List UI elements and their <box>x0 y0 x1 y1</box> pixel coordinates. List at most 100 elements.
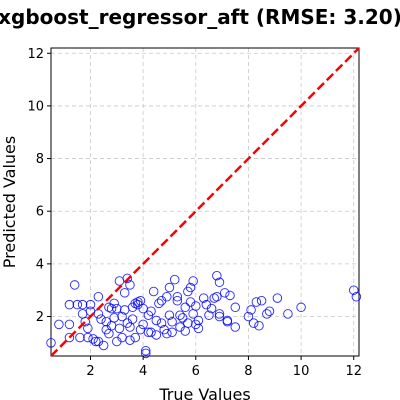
data-point <box>88 334 98 344</box>
data-point <box>46 338 56 348</box>
data-point <box>141 348 151 359</box>
data-point <box>114 276 125 286</box>
data-point <box>85 299 96 310</box>
y-tick-label: 4 <box>36 257 44 272</box>
data-point <box>214 277 225 288</box>
data-point <box>351 292 362 302</box>
data-point <box>64 332 75 343</box>
data-point <box>214 309 225 319</box>
data-point <box>64 319 75 330</box>
data-point <box>272 293 283 303</box>
data-point <box>127 314 138 324</box>
x-tick-label: 8 <box>244 364 252 379</box>
data-point <box>248 318 259 328</box>
data-point <box>262 309 272 319</box>
data-point <box>209 293 219 303</box>
data-point <box>69 280 80 290</box>
x-ticks: 2 4 6 8 10 12 <box>86 356 362 379</box>
data-point <box>193 315 204 326</box>
x-tick-label: 12 <box>345 364 362 379</box>
y-tick-label: 8 <box>36 152 44 167</box>
data-point <box>114 323 125 334</box>
data-point <box>91 336 101 347</box>
y-axis-label: Predicted Values <box>0 136 19 268</box>
data-point <box>83 323 93 334</box>
x-tick-label: 6 <box>192 364 200 379</box>
data-point <box>83 332 93 343</box>
data-point <box>162 328 172 339</box>
data-point <box>246 305 256 315</box>
data-point <box>264 306 275 316</box>
data-point <box>191 301 201 311</box>
data-point <box>172 295 183 306</box>
data-point <box>225 290 235 301</box>
data-points <box>46 270 362 359</box>
data-point <box>75 332 85 343</box>
data-point <box>156 318 167 328</box>
y-ticks: 2 4 6 8 10 12 <box>27 47 51 325</box>
plot-area-frame <box>50 47 360 357</box>
x-axis-label: True Values <box>158 385 250 400</box>
data-point <box>177 313 188 323</box>
data-point <box>193 323 204 334</box>
data-point <box>230 302 241 313</box>
data-point <box>154 298 164 309</box>
data-point <box>162 292 172 302</box>
data-point <box>256 295 267 306</box>
data-point <box>151 315 162 326</box>
data-point <box>175 310 185 320</box>
data-point <box>93 309 104 319</box>
data-point <box>151 330 162 340</box>
data-point <box>212 292 222 302</box>
data-point <box>125 335 135 345</box>
data-point <box>77 299 88 310</box>
data-point <box>130 298 140 309</box>
data-point <box>167 317 177 327</box>
x-tick-label: 4 <box>139 364 147 379</box>
data-point <box>54 319 64 330</box>
data-point <box>109 298 119 309</box>
data-point <box>348 285 359 295</box>
chart-title: xgboost_regressor_aft (RMSE: 3.20) <box>0 5 400 29</box>
data-point <box>148 286 159 297</box>
y-tick-label: 12 <box>27 47 44 62</box>
data-point <box>133 297 143 307</box>
data-point <box>164 282 175 293</box>
data-point <box>183 318 193 328</box>
data-point <box>117 311 127 322</box>
data-point <box>119 288 130 298</box>
data-point <box>106 303 117 314</box>
y-tick-label: 2 <box>36 310 44 325</box>
data-point <box>219 288 230 298</box>
data-point <box>204 310 214 320</box>
reference-line <box>50 47 360 357</box>
data-point <box>109 313 119 323</box>
data-point <box>251 297 262 307</box>
x-tick-label: 10 <box>293 364 310 379</box>
data-point <box>206 303 217 314</box>
data-point <box>214 311 225 322</box>
data-point <box>122 273 133 284</box>
data-point <box>185 282 196 293</box>
data-point <box>254 320 264 331</box>
data-point <box>172 292 183 302</box>
data-point <box>146 327 156 338</box>
data-point <box>98 340 109 351</box>
data-point <box>146 306 156 316</box>
data-point <box>188 276 198 286</box>
data-point <box>167 327 177 338</box>
data-point <box>212 270 222 281</box>
data-point <box>180 302 191 313</box>
data-point <box>222 317 233 327</box>
y-tick-label: 6 <box>36 205 44 220</box>
data-point <box>243 311 254 322</box>
data-point <box>96 314 106 324</box>
data-point <box>138 319 148 330</box>
y-tick-label: 10 <box>27 99 44 114</box>
data-point <box>80 317 90 327</box>
data-point <box>141 345 151 356</box>
data-point <box>283 309 293 319</box>
data-point <box>296 302 306 313</box>
data-point <box>112 303 122 314</box>
data-point <box>130 332 140 343</box>
